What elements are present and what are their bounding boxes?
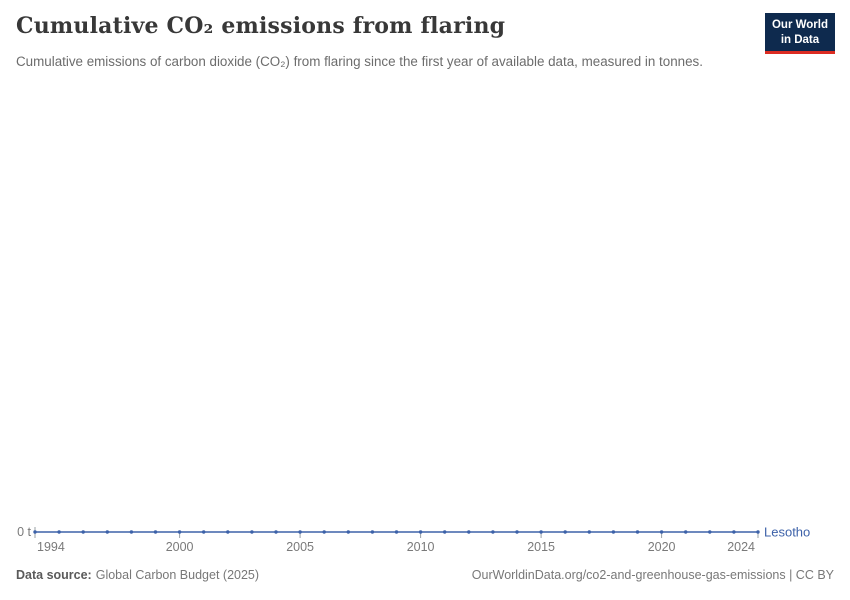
data-point [153, 530, 158, 534]
data-point [105, 530, 110, 534]
data-point [684, 530, 688, 534]
data-point [81, 530, 85, 534]
chart-subtitle: Cumulative emissions of carbon dioxide (… [16, 54, 703, 69]
data-point [563, 530, 567, 534]
x-tick-label: 2015 [527, 540, 555, 554]
data-point [33, 530, 37, 534]
data-point [467, 530, 471, 534]
x-tick-label: 2010 [407, 540, 435, 554]
data-point [443, 530, 447, 534]
owid-logo-line1: Our World [771, 19, 828, 31]
data-source-value[interactable]: Global Carbon Budget (2025) [95, 568, 260, 582]
data-point [202, 530, 206, 534]
data-source: Data source: Global Carbon Budget (2025) [16, 568, 259, 582]
data-point [322, 530, 326, 534]
owid-logo-line2: in Data [780, 34, 820, 47]
data-source-label: Data source: [16, 568, 92, 582]
data-point [756, 530, 760, 534]
y-tick-label: 0 t [17, 525, 31, 539]
data-point [370, 530, 375, 534]
x-tick-label: 2024 [727, 540, 755, 554]
data-point [515, 530, 519, 534]
data-point [539, 530, 543, 534]
data-point [394, 530, 399, 534]
data-point [57, 530, 61, 534]
chart-footer: Data source: Global Carbon Budget (2025) … [16, 568, 834, 582]
data-point [732, 530, 736, 534]
data-point [418, 530, 423, 534]
data-point [274, 530, 278, 534]
data-point [635, 530, 640, 534]
data-point [611, 530, 616, 534]
x-tick-label: 2020 [648, 540, 676, 554]
data-point [250, 530, 254, 534]
data-point [298, 530, 302, 534]
data-point [491, 530, 495, 534]
series-label-lesotho[interactable]: Lesotho [764, 525, 810, 540]
data-point [587, 530, 591, 534]
data-point [346, 530, 350, 534]
data-point [129, 530, 134, 534]
credit-link[interactable]: OurWorldinData.org/co2-and-greenhouse-ga… [471, 568, 834, 582]
x-tick-label: 2000 [166, 540, 194, 554]
data-point [708, 530, 712, 534]
chart-title: Cumulative CO₂ emissions from flaring [16, 13, 506, 39]
x-tick-label: 2005 [286, 540, 314, 554]
data-point [177, 530, 182, 534]
x-tick-label: 1994 [37, 540, 65, 554]
owid-logo[interactable]: Our World in Data [764, 13, 835, 55]
data-point [659, 530, 664, 534]
data-point [226, 530, 230, 534]
